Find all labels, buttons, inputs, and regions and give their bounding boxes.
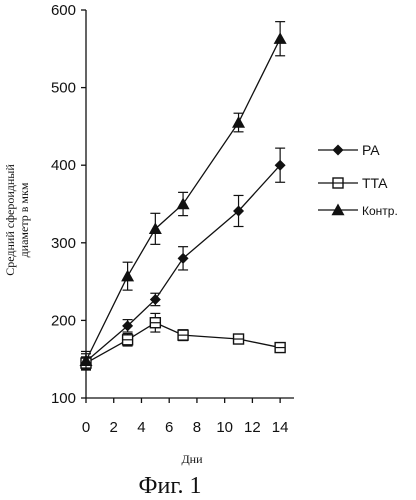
y-axis-label: Средний сфероидный диаметр в мкм xyxy=(3,164,31,276)
x-tick-label: 12 xyxy=(244,419,261,436)
x-tick-label: 10 xyxy=(216,419,233,436)
series-layer xyxy=(79,21,287,371)
x-tick-label: 6 xyxy=(165,419,173,436)
legend-item-2: TTA xyxy=(318,175,388,191)
series-2-point xyxy=(177,329,189,341)
series-2-point xyxy=(121,334,134,346)
y-tick-label: 200 xyxy=(51,312,76,329)
x-tick-label: 14 xyxy=(272,419,289,436)
series-3-point xyxy=(121,269,135,282)
series-3-point xyxy=(148,222,162,235)
y-tick-label: 600 xyxy=(51,2,76,19)
y-axis-label-line2: диаметр в мкм xyxy=(17,182,31,257)
series-3-point xyxy=(176,197,190,210)
legend-label: PA xyxy=(362,142,380,158)
legend: PA TTA Контр. xyxy=(318,142,398,218)
x-tick-label: 8 xyxy=(193,419,201,436)
series-1-line xyxy=(85,164,281,363)
legend-item-3: Контр. xyxy=(318,203,398,218)
series-3-point xyxy=(273,32,287,44)
y-tick-label: 300 xyxy=(51,235,76,252)
x-tick-label: 0 xyxy=(82,419,90,436)
series-1-point xyxy=(177,252,189,264)
y-tick-label: 400 xyxy=(51,157,76,174)
legend-swatch-marker xyxy=(332,144,344,156)
plot-axes xyxy=(85,10,294,399)
series-1-point xyxy=(233,205,245,217)
legend-item-1: PA xyxy=(318,142,380,158)
x-ticks: 0 2 4 6 8 10 12 14 xyxy=(82,398,289,436)
series-3-point xyxy=(79,354,93,366)
series-2-point xyxy=(274,341,286,354)
series-1 xyxy=(80,147,286,370)
y-ticks: 100 200 300 400 500 600 xyxy=(51,2,86,407)
legend-label: TTA xyxy=(362,175,388,191)
legend-swatch-marker xyxy=(332,177,344,189)
series-3 xyxy=(79,21,287,371)
series-1-point xyxy=(149,293,161,305)
series-3-line xyxy=(85,38,281,362)
series-1-point xyxy=(274,159,286,171)
series-2 xyxy=(80,312,286,370)
x-tick-label: 2 xyxy=(110,419,118,436)
y-axis-label-line1: Средний сфероидный xyxy=(3,164,17,276)
series-2-point xyxy=(149,317,162,329)
x-axis-label: Дни xyxy=(181,452,203,466)
y-tick-label: 500 xyxy=(51,80,76,97)
legend-label: Контр. xyxy=(362,204,398,218)
series-3-point xyxy=(232,116,246,128)
series-2-point xyxy=(232,333,245,345)
series-1-point xyxy=(122,320,134,332)
legend-swatch-marker xyxy=(331,203,345,216)
x-tick-label: 4 xyxy=(137,419,145,436)
y-tick-label: 100 xyxy=(51,390,76,407)
series-2-line xyxy=(85,321,281,364)
figure-caption: Фиг. 1 xyxy=(139,473,202,499)
